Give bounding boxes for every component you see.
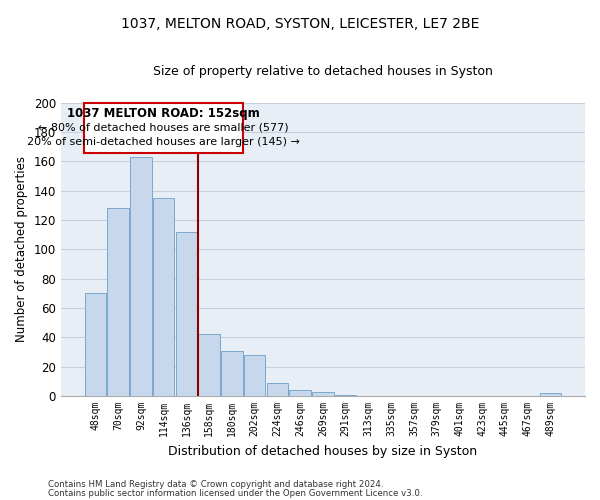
Bar: [176, 232, 197, 396]
Bar: [539, 393, 561, 396]
Bar: [199, 334, 220, 396]
FancyBboxPatch shape: [84, 103, 243, 152]
Bar: [266, 383, 288, 396]
Bar: [335, 394, 356, 396]
Text: Contains public sector information licensed under the Open Government Licence v3: Contains public sector information licen…: [48, 488, 422, 498]
Y-axis label: Number of detached properties: Number of detached properties: [15, 156, 28, 342]
Bar: [289, 390, 311, 396]
X-axis label: Distribution of detached houses by size in Syston: Distribution of detached houses by size …: [169, 444, 478, 458]
Bar: [244, 355, 265, 396]
Bar: [85, 294, 106, 396]
Text: Contains HM Land Registry data © Crown copyright and database right 2024.: Contains HM Land Registry data © Crown c…: [48, 480, 383, 489]
Title: Size of property relative to detached houses in Syston: Size of property relative to detached ho…: [153, 65, 493, 78]
Text: 20% of semi-detached houses are larger (145) →: 20% of semi-detached houses are larger (…: [27, 136, 300, 146]
Bar: [107, 208, 129, 396]
Bar: [153, 198, 175, 396]
Text: 1037, MELTON ROAD, SYSTON, LEICESTER, LE7 2BE: 1037, MELTON ROAD, SYSTON, LEICESTER, LE…: [121, 18, 479, 32]
Bar: [312, 392, 334, 396]
Bar: [130, 157, 152, 396]
Bar: [221, 350, 243, 396]
Text: 1037 MELTON ROAD: 152sqm: 1037 MELTON ROAD: 152sqm: [67, 107, 260, 120]
Text: ← 80% of detached houses are smaller (577): ← 80% of detached houses are smaller (57…: [38, 122, 289, 132]
